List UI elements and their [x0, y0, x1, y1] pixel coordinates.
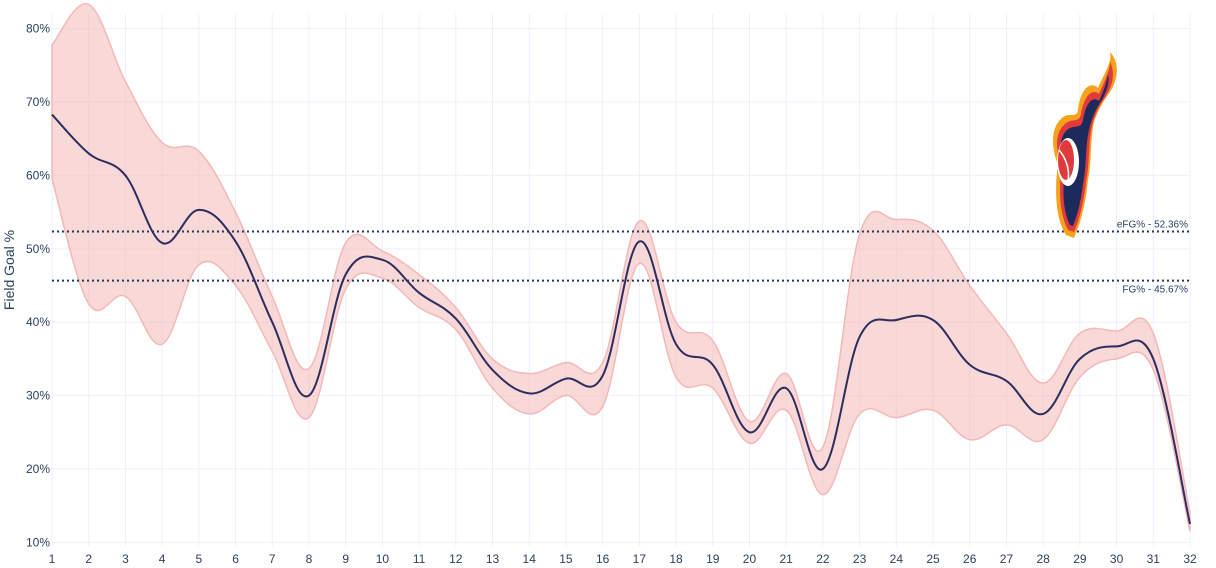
x-tick-label: 24: [890, 552, 904, 566]
fg-line: [51, 113, 1191, 525]
x-tick-label: 32: [1183, 552, 1197, 566]
x-tick-label: 21: [780, 552, 794, 566]
x-tick-label: 3: [122, 552, 129, 566]
fg-band-area: [51, 3, 1191, 532]
x-tick-label: 29: [1073, 552, 1087, 566]
x-tick-label: 5: [195, 552, 202, 566]
x-tick-label: 19: [706, 552, 720, 566]
x-tick-label: 11: [413, 552, 426, 566]
x-tick-label: 1: [49, 552, 56, 566]
fg-series-line: [51, 113, 1191, 525]
x-tick-label: 2: [85, 552, 92, 566]
x-tick-label: 7: [269, 552, 276, 566]
x-tick-label: 28: [1036, 552, 1050, 566]
team-logo: [1053, 52, 1117, 238]
reference-lines: eFG% - 52.36% FG% - 45.67%: [52, 219, 1190, 296]
x-tick-label: 25: [926, 552, 940, 566]
y-tick-label: 50%: [26, 242, 50, 256]
x-tick-label: 22: [816, 552, 830, 566]
y-tick-label: 10%: [26, 535, 50, 549]
reference-line-label: FG% - 45.67%: [1122, 285, 1188, 296]
x-tick-label: 13: [486, 552, 500, 566]
x-tick-label: 12: [449, 552, 463, 566]
x-tick-label: 15: [559, 552, 573, 566]
x-tick-label: 10: [376, 552, 390, 566]
y-tick-label: 30%: [26, 389, 50, 403]
reference-line-label: eFG% - 52.36%: [1117, 219, 1188, 230]
y-axis-title: Field Goal %: [1, 230, 17, 310]
x-tick-label: 23: [853, 552, 867, 566]
x-tick-label: 18: [669, 552, 683, 566]
y-tick-label: 70%: [26, 95, 50, 109]
x-tick-label: 31: [1147, 552, 1161, 566]
y-tick-label: 80%: [26, 22, 50, 36]
x-tick-label: 4: [159, 552, 166, 566]
x-tick-label: 8: [306, 552, 313, 566]
x-tick-label: 16: [596, 552, 610, 566]
y-axis-ticks: 10% 20% 30% 40% 50% 60% 70% 80%: [26, 22, 50, 550]
x-tick-label: 6: [232, 552, 239, 566]
x-axis-ticks: 1 2 3 4 5 6 7 8 9 10 11 12 13 14 15 16 17 18 19 20 21 22 23 24 2…: [49, 552, 1197, 566]
fg-range-band: [51, 3, 1191, 532]
x-tick-label: 30: [1110, 552, 1124, 566]
x-tick-label: 20: [743, 552, 757, 566]
y-tick-label: 60%: [26, 168, 50, 182]
x-tick-label: 9: [342, 552, 349, 566]
y-tick-label: 40%: [26, 315, 50, 329]
x-tick-label: 27: [1000, 552, 1014, 566]
x-tick-label: 26: [963, 552, 977, 566]
y-tick-label: 20%: [26, 462, 50, 476]
x-tick-label: 14: [523, 552, 537, 566]
x-tick-label: 17: [633, 552, 647, 566]
